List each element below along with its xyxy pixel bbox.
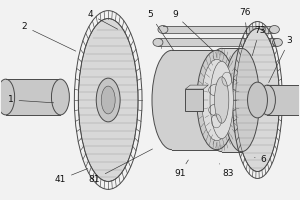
Ellipse shape bbox=[248, 82, 268, 118]
Text: 73: 73 bbox=[252, 26, 265, 56]
Text: 2: 2 bbox=[22, 22, 76, 51]
Ellipse shape bbox=[152, 50, 192, 150]
Ellipse shape bbox=[269, 26, 279, 33]
Polygon shape bbox=[172, 50, 217, 150]
Ellipse shape bbox=[0, 79, 15, 115]
Text: 81: 81 bbox=[88, 149, 152, 184]
Ellipse shape bbox=[236, 28, 279, 171]
Ellipse shape bbox=[197, 50, 237, 150]
Ellipse shape bbox=[204, 48, 240, 152]
Ellipse shape bbox=[96, 78, 120, 122]
Ellipse shape bbox=[101, 86, 115, 114]
Ellipse shape bbox=[202, 59, 232, 141]
Ellipse shape bbox=[210, 61, 233, 139]
Polygon shape bbox=[6, 79, 60, 115]
Text: 83: 83 bbox=[220, 164, 233, 178]
Text: 9: 9 bbox=[172, 10, 213, 50]
Ellipse shape bbox=[158, 26, 168, 33]
Polygon shape bbox=[268, 85, 300, 115]
Text: 76: 76 bbox=[239, 8, 250, 38]
Ellipse shape bbox=[52, 79, 69, 115]
Ellipse shape bbox=[214, 77, 229, 123]
Polygon shape bbox=[185, 85, 208, 89]
Text: 4: 4 bbox=[88, 10, 118, 29]
Ellipse shape bbox=[78, 19, 138, 181]
Polygon shape bbox=[158, 38, 278, 46]
Text: 3: 3 bbox=[269, 36, 292, 83]
Ellipse shape bbox=[153, 38, 163, 46]
Text: 5: 5 bbox=[147, 10, 173, 50]
Polygon shape bbox=[222, 48, 242, 152]
Text: 41: 41 bbox=[55, 169, 88, 184]
Polygon shape bbox=[185, 89, 203, 111]
Polygon shape bbox=[163, 26, 274, 33]
Ellipse shape bbox=[260, 85, 275, 115]
Text: 6: 6 bbox=[254, 155, 266, 164]
Ellipse shape bbox=[272, 38, 282, 46]
Text: 1: 1 bbox=[8, 95, 54, 104]
Ellipse shape bbox=[224, 48, 260, 152]
Text: 91: 91 bbox=[174, 160, 188, 178]
